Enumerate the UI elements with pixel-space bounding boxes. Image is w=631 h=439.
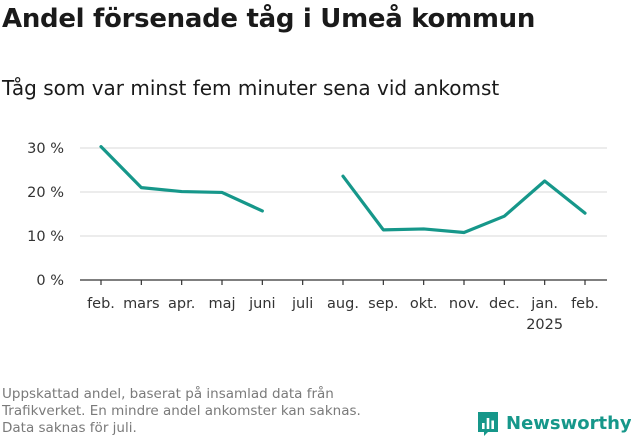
y-axis-tick-labels: 0 % 10 % 20 % 30 % xyxy=(27,141,64,289)
x-tick-label: juli xyxy=(291,296,313,312)
chart-subtitle: Tåg som var minst fem minuter sena vid a… xyxy=(2,76,500,100)
x-tick-label: aug. xyxy=(327,296,359,312)
x-tick-label: apr. xyxy=(168,296,195,312)
y-tick-label: 10 % xyxy=(27,229,64,245)
x-tick-label: feb. xyxy=(87,296,115,312)
x-tick-label: nov. xyxy=(449,296,479,312)
brand-logo: Newsworthy xyxy=(476,409,631,437)
x-tick-label: juni xyxy=(248,296,275,312)
y-tick-label: 30 % xyxy=(27,141,64,157)
x-tick-sublabel: 2025 xyxy=(526,317,563,333)
x-axis-tick-labels: feb. mars apr. maj juni juli aug. sep. okt. nov. d… xyxy=(87,296,599,333)
line-chart: 0 % 10 % 20 % 30 % feb. mars apr. maj juni juli a… xyxy=(27,141,607,333)
series-line xyxy=(341,174,587,235)
x-tick-label: maj xyxy=(208,296,235,312)
x-tick-label: dec. xyxy=(489,296,520,312)
chart-title: Andel försenade tåg i Umeå kommun xyxy=(2,4,536,34)
brand-name: Newsworthy xyxy=(506,412,631,434)
bar-chart-icon xyxy=(478,412,498,436)
footnote-line-1: Uppskattad andel, baserat på insamlad da… xyxy=(2,386,334,402)
x-tick-label: feb. xyxy=(571,296,599,312)
footnote-line-3: Data saknas för juli. xyxy=(2,420,137,436)
series-lines xyxy=(99,145,587,235)
series-line xyxy=(99,145,264,213)
y-tick-label: 20 % xyxy=(27,185,64,201)
x-tick-label: jan. xyxy=(530,296,558,312)
x-tick-label: okt. xyxy=(410,296,438,312)
grid-lines xyxy=(80,147,607,237)
x-tick-label: sep. xyxy=(368,296,398,312)
x-tick-label: mars xyxy=(123,296,160,312)
footnote-line-2: Trafikverket. En mindre andel ankomster … xyxy=(2,403,361,419)
y-tick-label: 0 % xyxy=(36,273,64,289)
footnote: Uppskattad andel, baserat på insamlad da… xyxy=(2,386,432,437)
x-axis xyxy=(80,279,607,285)
